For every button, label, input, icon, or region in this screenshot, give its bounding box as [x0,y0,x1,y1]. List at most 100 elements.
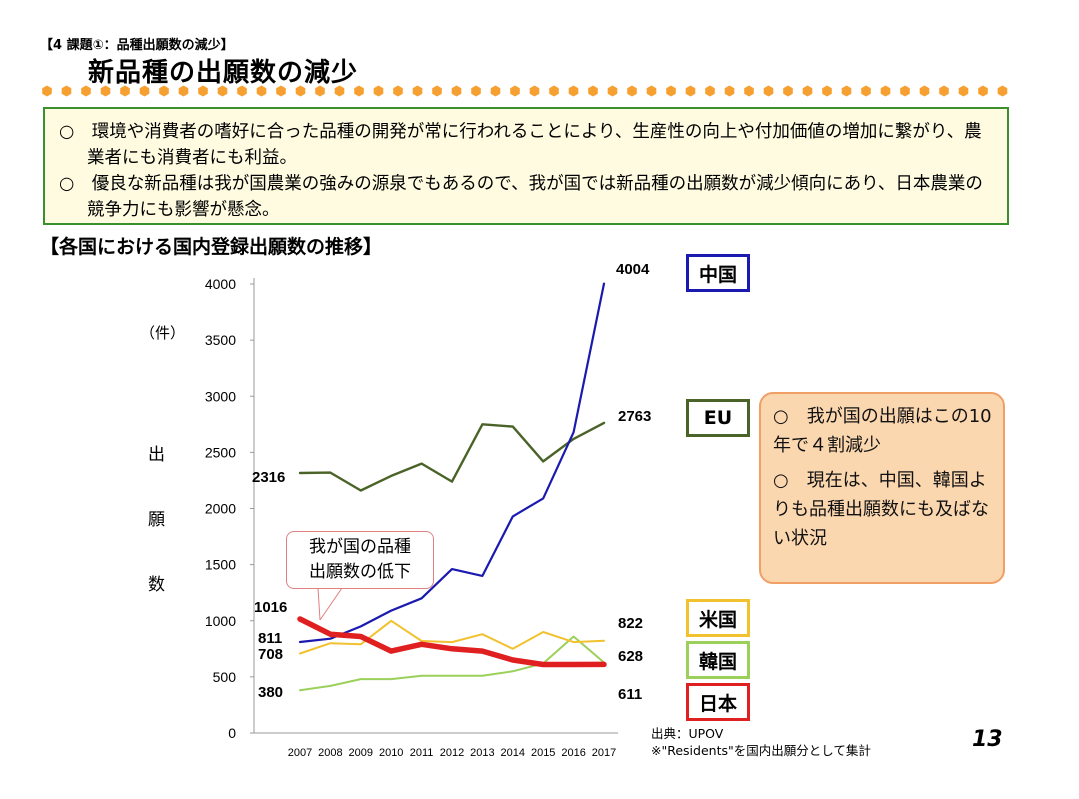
y-tick-label: 500 [213,669,237,685]
summary-bullet-1: ○ 環境や消費者の嗜好に合った品種の開発が常に行われることにより、生産性の向上や… [59,122,982,168]
x-tick-label: 2010 [379,747,403,759]
divider-dot [997,85,1008,97]
divider-dot [373,85,384,97]
divider-dot [763,85,774,97]
x-tick-label: 2017 [592,747,616,759]
dotted-divider [42,85,1008,97]
legend-china: 中国 [686,254,750,292]
divider-dot [958,85,969,97]
divider-dot [217,85,228,97]
y-tick-label: 2000 [205,501,236,517]
series-line-usa [299,619,605,655]
data-label-japan: 611 [618,686,642,703]
y-tick-label: 1500 [205,557,236,573]
y-tick-label: 1000 [205,613,236,629]
page-number: 13 [972,727,1003,752]
note-point-2: ○ 現在は、中国、韓国よりも品種出願数にも及ばない状況 [773,470,989,549]
source-line-1: 出典：UPOV [651,726,724,741]
source-note: 出典：UPOV ※"Residents"を国内出願分として集計 [651,725,871,759]
divider-dot [198,85,208,97]
divider-dot [841,85,852,97]
divider-dot [490,85,501,97]
callout-japan-decline: 我が国の品種 出願数の低下 [286,531,434,589]
divider-dot [549,85,559,97]
legend-eu: EU [686,399,750,437]
divider-dot [568,85,579,97]
y-axis-title-char-2: 願 [148,510,165,530]
divider-dot [256,85,267,97]
series-line-japan [297,616,607,668]
divider-dot [61,85,72,97]
divider-dot [646,85,657,97]
y-tick-label: 3000 [205,388,236,404]
divider-dot [120,85,130,97]
divider-dot [81,85,91,97]
data-label-usa: 708 [258,646,283,663]
x-tick-label: 2013 [470,747,494,759]
data-label-china: 811 [258,630,282,647]
summary-bullet-2: ○ 優良な新品種は我が国農業の強みの源泉でもあるので、我が国では新品種の出願数が… [59,174,983,220]
page-title: 新品種の出願数の減少 [88,58,359,88]
chart-heading: 【各国における国内登録出願数の推移】 [40,236,383,258]
divider-dot [822,85,832,97]
legend-usa: 米国 [686,599,750,637]
divider-dot [315,85,325,97]
callout-line-1: 我が国の品種 [309,537,411,557]
divider-dot [724,85,735,97]
y-tick-label: 2500 [205,444,236,460]
data-label-korea: 628 [618,648,643,665]
y-tick-label: 3500 [205,332,236,348]
divider-dot [354,85,364,97]
legend-japan: 日本 [686,683,750,721]
series-line-eu [298,421,606,492]
divider-dot [139,85,150,97]
y-tick-label: 4000 [205,276,236,292]
x-tick-label: 2009 [349,747,373,759]
data-label-china: 4004 [616,261,650,278]
x-tick-label: 2011 [410,747,434,759]
divider-dot [900,85,910,97]
divider-dot [471,85,481,97]
divider-dot [412,85,423,97]
callout-line-2: 出願数の低下 [309,562,411,582]
divider-dot [100,85,111,97]
divider-dot [939,85,949,97]
source-line-2: ※"Residents"を国内出願分として集計 [651,743,871,758]
data-label-usa: 822 [618,615,643,632]
legend-korea: 韓国 [686,641,750,679]
x-tick-label: 2012 [440,747,464,759]
x-tick-label: 2007 [288,747,312,759]
divider-dot [880,85,891,97]
divider-dot [978,85,988,97]
y-axis-title-char-1: 出 [148,445,165,465]
divider-dot [802,85,813,97]
y-axis-unit: （件） [140,324,186,342]
x-tick-label: 2014 [501,747,525,759]
divider-dot [588,85,598,97]
series-line-china [298,282,606,644]
x-tick-label: 2008 [318,747,342,759]
summary-box: ○ 環境や消費者の嗜好に合った品種の開発が常に行われることにより、生産性の向上や… [43,107,1009,225]
data-label-japan: 1016 [254,599,287,616]
divider-dot [334,85,345,97]
section-label: 【4 課題①：品種出願数の減少】 [40,38,234,53]
divider-dot [393,85,403,97]
divider-dot [510,85,520,97]
callout-pointer [319,587,343,621]
series-line-korea [299,635,605,692]
y-axis-title-char-3: 数 [148,575,165,595]
divider-dot [432,85,442,97]
divider-dot [919,85,930,97]
divider-dot [529,85,540,97]
note-point-1: ○ 我が国の出願はこの10年で４割減少 [773,406,992,456]
divider-dot [159,85,169,97]
x-tick-label: 2015 [531,747,555,759]
data-label-korea: 380 [258,684,283,701]
divider-dot [276,85,286,97]
divider-dot [685,85,696,97]
divider-dot [237,85,247,97]
divider-dot [861,85,871,97]
divider-dot [42,85,52,97]
y-tick-label: 0 [228,725,236,741]
